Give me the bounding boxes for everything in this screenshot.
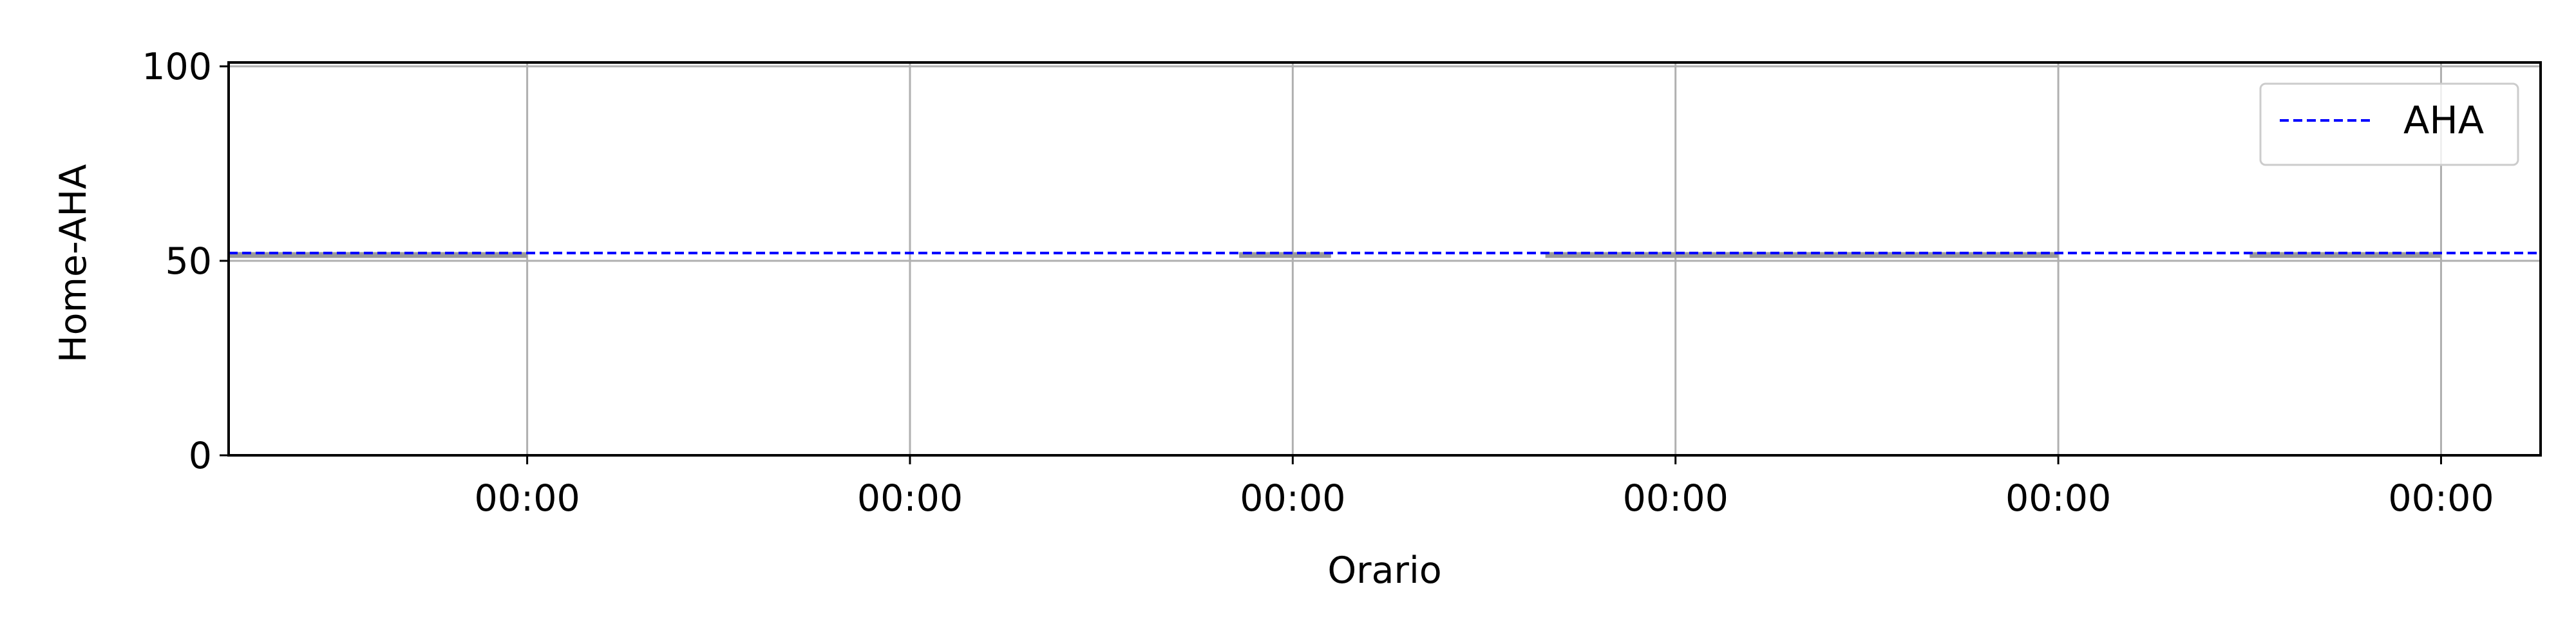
x-tick-label: 00:00 — [2005, 477, 2111, 520]
x-axis: 00:00 00:00 00:00 00:00 00:00 00:00 — [474, 455, 2494, 520]
x-axis-label: Orario — [1327, 549, 1441, 592]
y-tick-label: 100 — [142, 46, 212, 88]
x-tick-label: 00:00 — [1240, 477, 1345, 520]
y-tick-label: 0 — [189, 435, 212, 477]
y-tick-label: 50 — [165, 240, 212, 283]
grid-layer — [229, 62, 2541, 457]
legend: AHA — [2259, 82, 2519, 166]
x-tick-label: 00:00 — [2388, 477, 2494, 520]
legend-label-aha: AHA — [2403, 98, 2484, 142]
x-tick-label: 00:00 — [857, 477, 963, 520]
data-layer — [229, 251, 2541, 258]
y-axis-label: Home-AHA — [52, 164, 95, 363]
plot-frame — [227, 61, 2542, 457]
y-axis: 0 50 100 — [142, 46, 229, 477]
legend-box — [2259, 82, 2519, 166]
x-tick-label: 00:00 — [1623, 477, 1728, 520]
x-tick-label: 00:00 — [474, 477, 580, 520]
